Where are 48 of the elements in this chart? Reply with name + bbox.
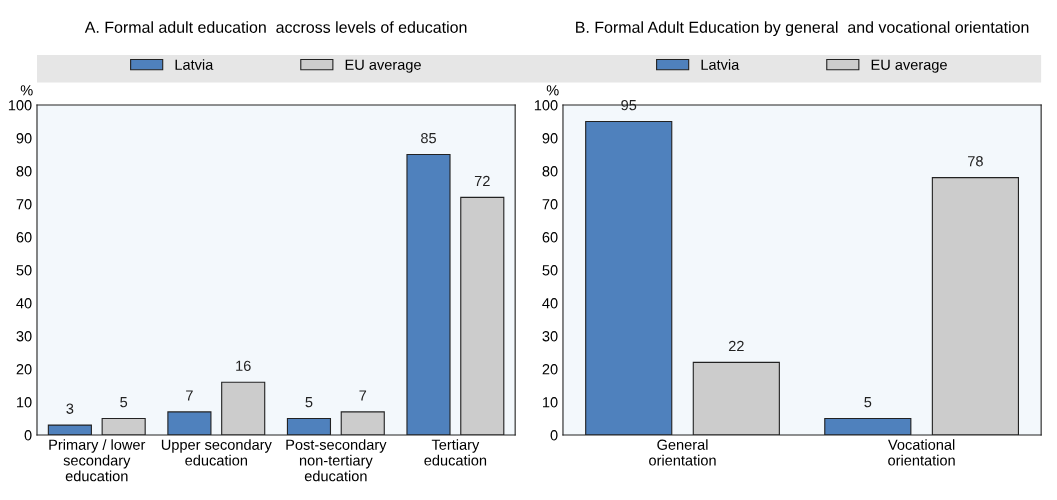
y-tick-label: 60	[16, 232, 32, 243]
y-tick-label: 100	[534, 100, 558, 111]
y-tick-label: 90	[542, 133, 558, 144]
data-label: 16	[236, 360, 251, 371]
data-label: 3	[66, 403, 74, 414]
data-label: 5	[120, 397, 128, 408]
data-label: 7	[186, 390, 193, 401]
chart-title: A. Formal adult education accross levels of education	[84, 21, 467, 33]
y-axis-title: %	[20, 85, 33, 96]
y-tick-label: 20	[542, 364, 558, 375]
y-tick-label: 70	[16, 199, 32, 210]
y-tick-label: 0	[24, 430, 32, 441]
x-tick-label: General orientation	[649, 439, 716, 466]
data-label: 7	[359, 390, 367, 401]
x-tick-label: Primary / lower secondary education	[49, 439, 146, 482]
y-tick-label: 10	[543, 397, 558, 408]
data-label: 5	[864, 397, 872, 408]
y-tick-label: 70	[542, 199, 558, 210]
y-tick-label: 40	[16, 298, 32, 309]
y-tick-label: 90	[16, 133, 32, 144]
y-tick-label: 60	[542, 232, 558, 243]
legend-label: Latvia	[701, 59, 740, 70]
legend-label: EU average	[871, 59, 947, 73]
x-tick-label: Post-secondary non-tertiary education	[286, 439, 387, 482]
x-tick-label: Tertiary education	[424, 439, 487, 466]
legend-label: EU average	[345, 59, 421, 73]
x-tick-label: Vocational orientation	[888, 439, 955, 466]
y-tick-label: 50	[542, 265, 558, 276]
data-label: 78	[968, 156, 983, 167]
y-axis-title: %	[546, 85, 559, 96]
y-tick-label: 30	[16, 331, 32, 342]
y-tick-label: 50	[16, 265, 32, 276]
y-tick-label: 100	[8, 100, 32, 111]
y-tick-label: 30	[542, 331, 558, 342]
legend-label: Latvia	[175, 59, 214, 70]
y-tick-label: 40	[542, 298, 558, 309]
data-label: 72	[474, 175, 490, 187]
data-label: 95	[621, 99, 637, 111]
y-tick-label: 0	[550, 430, 558, 441]
data-label: 85	[421, 132, 436, 144]
y-tick-label: 80	[542, 166, 558, 177]
y-tick-label: 10	[17, 397, 32, 408]
x-tick-label: Upper secondary education	[161, 439, 272, 466]
data-label: 5	[305, 397, 313, 408]
y-tick-label: 80	[16, 166, 32, 177]
chart-title: B. Formal Adult Education by general and vocational orientation	[576, 21, 1029, 37]
data-label: 22	[728, 340, 744, 352]
y-tick-label: 20	[16, 364, 32, 375]
